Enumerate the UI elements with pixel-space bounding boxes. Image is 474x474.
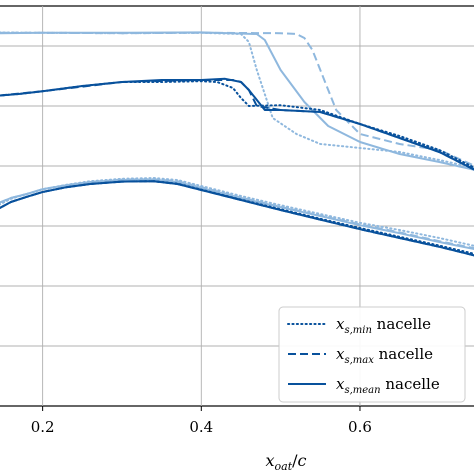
x-tick-label-2: 0.6 — [348, 418, 372, 436]
legend-label-2: xs,mean nacelle — [336, 375, 440, 396]
x-ticks: 0.2 0.4 0.6 — [31, 406, 372, 436]
legend-frame — [278, 306, 466, 403]
legend-label-1: xs,max nacelle — [336, 345, 433, 366]
x-tick-label-1: 0.4 — [189, 418, 213, 436]
grid — [0, 6, 474, 406]
x-tick-label-0: 0.2 — [31, 418, 55, 436]
x-axis-label: xoat/c — [266, 451, 307, 473]
series-lower-dark-dashed — [0, 180, 474, 257]
legend-label-0: xs,min nacelle — [336, 315, 431, 336]
series-upper-light-dashed — [0, 31, 474, 167]
series-upper-dark-dashed — [0, 79, 474, 171]
legend: xs,min nacelle xs,max nacelle xs,mean nace… — [278, 306, 466, 403]
series-layer — [0, 31, 474, 257]
series-lower-light-dashed — [0, 178, 474, 250]
